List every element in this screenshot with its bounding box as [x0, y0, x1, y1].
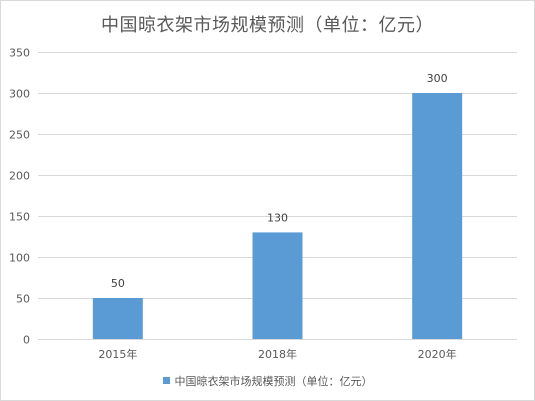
y-tick-label: 150 [9, 211, 30, 224]
y-axis-ticks: 0 50 100 150 200 250 300 350 [9, 47, 30, 347]
legend-label: 中国晾衣架市场规模预测（单位：亿元） [174, 375, 373, 388]
legend: 中国晾衣架市场规模预测（单位：亿元） [1, 373, 534, 389]
bar [412, 93, 463, 339]
x-axis-ticks: 2015年 2018年 2020年 [98, 347, 456, 361]
x-tick-label: 2020年 [418, 347, 457, 361]
y-tick-label: 300 [9, 88, 30, 101]
data-label: 130 [267, 211, 288, 224]
legend-swatch [162, 376, 170, 384]
x-tick-label: 2015年 [98, 347, 137, 361]
bar [92, 298, 143, 339]
x-tick-label: 2018年 [258, 347, 297, 361]
chart-title: 中国晾衣架市场规模预测（单位：亿元） [101, 15, 434, 36]
y-tick-label: 250 [9, 129, 30, 142]
bars [92, 93, 463, 339]
y-tick-label: 200 [9, 170, 30, 183]
y-tick-label: 350 [9, 47, 30, 60]
y-tick-label: 0 [23, 334, 30, 347]
data-label: 50 [111, 277, 125, 290]
data-label: 300 [427, 72, 448, 85]
y-tick-label: 50 [16, 293, 30, 306]
data-labels: 50 130 300 [111, 72, 448, 290]
bar [252, 232, 303, 339]
y-tick-label: 100 [9, 252, 30, 265]
